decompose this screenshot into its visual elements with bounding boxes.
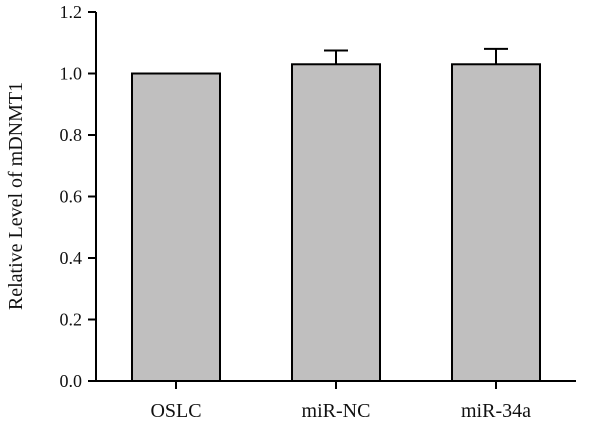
bar-oslc	[131, 72, 221, 382]
x-tick-label: miR-34a	[461, 400, 531, 422]
bar-mir-nc	[291, 63, 381, 383]
x-tick-label: miR-NC	[302, 400, 371, 422]
bars-group	[131, 47, 541, 383]
ticks-group: 0.0 0.2 0.4 0.6 0.8 1.0 1.2 OSLC miR-NC miR-34a	[60, 2, 532, 422]
bar-mir-34a	[451, 63, 541, 383]
y-tick-label: 0.8	[60, 125, 83, 145]
y-tick-label: 0.0	[60, 371, 83, 391]
y-tick-label: 0.6	[60, 187, 83, 207]
y-axis-label: Relative Level of mDNMT1	[5, 82, 27, 310]
y-tick-label: 1.0	[60, 64, 83, 84]
y-tick-label: 0.4	[60, 248, 83, 268]
x-tick-label: OSLC	[150, 400, 201, 422]
y-tick-label: 0.2	[60, 310, 83, 330]
y-tick-label: 1.2	[60, 2, 83, 22]
